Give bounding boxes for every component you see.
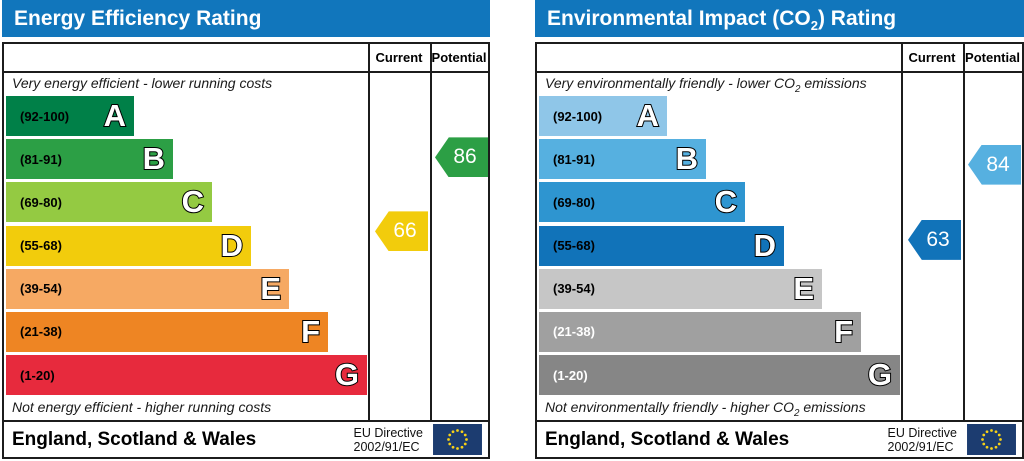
band-letter: G [867,356,893,393]
title-subscript: 2 [810,18,818,34]
co2-rating-table: Current Potential Very environmentally f… [535,42,1024,459]
footer: England, Scotland & Wales EU Directive 2… [4,420,488,457]
band-bar-e: (39-54) E [539,268,822,309]
band-letter: A [636,97,660,134]
band-bar-c: (69-80) C [539,182,745,223]
eu-flag-icon [429,424,486,455]
band-row-f: (21-38) F [537,311,1022,355]
band-bar-e: (39-54) E [6,268,289,309]
band-letter: A [103,97,127,134]
band-range-label: (55-68) [20,238,62,254]
band-row-g: (1-20) G [537,355,1022,398]
band-bar-b: (81-91) B [6,139,173,180]
bands: (92-100) A (81-91) B (69-80) C (55-68) D (39-54)… [4,96,488,398]
band-letter: D [753,227,777,264]
band-range-label: (1-20) [20,367,55,383]
band-row-c: (69-80) C [537,182,1022,225]
band-range-label: (69-80) [20,194,62,210]
bands: (92-100) A (81-91) B (69-80) C (55-68) D (39-54)… [537,96,1022,398]
region-label: England, Scotland & Wales [545,428,790,450]
band-letter: B [142,140,166,177]
column-header-row: Current Potential [4,44,488,73]
band-range-label: (92-100) [20,108,70,124]
band-bar-g: (1-20) G [539,355,900,396]
band-bar-a: (92-100) A [539,96,667,136]
column-header-row: Current Potential [537,44,1022,73]
footer: England, Scotland & Wales EU Directive 2… [537,420,1022,457]
band-letter: G [334,356,360,393]
band-range-label: (1-20) [553,367,588,383]
band-row-b: (81-91) B [4,139,488,182]
band-row-d: (55-68) D [4,225,488,269]
band-bar-d: (55-68) D [6,225,251,266]
band-letter: D [220,227,244,264]
band-bar-f: (21-38) F [6,311,328,352]
band-bar-a: (92-100) A [6,96,134,136]
band-bar-g: (1-20) G [6,355,367,396]
band-bar-d: (55-68) D [539,225,784,266]
current-column-header: Current [908,50,956,65]
band-letter: C [714,183,738,220]
top-note: Very energy efficient - lower running co… [12,74,273,91]
band-row-g: (1-20) G [4,355,488,398]
title-text: Energy Efficiency Rating [14,7,262,30]
band-row-c: (69-80) C [4,182,488,225]
eu-directive-label: EU Directive 2002/91/EC [887,425,957,454]
band-row-e: (39-54) E [537,268,1022,312]
band-range-label: (81-91) [553,151,595,167]
potential-column-divider [963,44,965,420]
energy-efficiency-panel: Energy Efficiency Rating Current Potenti… [2,0,490,461]
band-row-e: (39-54) E [4,268,488,312]
eu-flag-icon [963,424,1020,455]
band-range-label: (69-80) [553,194,595,210]
band-range-label: (39-54) [20,281,62,297]
band-letter: F [833,313,854,350]
band-range-label: (92-100) [553,108,603,124]
band-bar-b: (81-91) B [539,139,706,180]
energy-panel-title: Energy Efficiency Rating [2,0,490,37]
band-range-label: (21-38) [20,324,62,340]
current-column-divider [368,44,370,420]
title-text-post: ) Rating [817,7,897,30]
environmental-impact-panel: Environmental Impact (CO2) Rating Curren… [535,0,1024,461]
band-row-a: (92-100) A [4,96,488,139]
band-range-label: (21-38) [553,324,595,340]
region-label: England, Scotland & Wales [12,428,257,450]
current-column-divider [901,44,903,420]
potential-column-divider [430,44,432,420]
band-bar-f: (21-38) F [539,311,861,352]
current-column-header: Current [375,50,423,65]
eu-directive-label: EU Directive 2002/91/EC [353,425,423,454]
title-text: Environmental Impact (CO [547,7,811,30]
band-range-label: (81-91) [20,151,62,167]
band-bar-c: (69-80) C [6,182,212,223]
band-letter: F [300,313,321,350]
band-letter: E [259,270,282,307]
band-row-d: (55-68) D [537,225,1022,269]
top-note: Very environmentally friendly - lower CO… [545,74,867,95]
bottom-note: Not energy efficient - higher running co… [12,399,272,416]
band-row-b: (81-91) B [537,139,1022,182]
band-range-label: (39-54) [553,281,595,297]
band-letter: B [675,140,699,177]
band-range-label: (55-68) [553,238,595,254]
co2-panel-title: Environmental Impact (CO2) Rating [535,0,1024,37]
energy-rating-table: Current Potential Very energy efficient … [2,42,490,459]
band-letter: E [792,270,815,307]
band-letter: C [181,183,205,220]
potential-column-header: Potential [965,50,1020,65]
band-row-f: (21-38) F [4,311,488,355]
bottom-note: Not environmentally friendly - higher CO… [545,399,866,419]
potential-column-header: Potential [431,50,487,65]
band-row-a: (92-100) A [537,96,1022,139]
